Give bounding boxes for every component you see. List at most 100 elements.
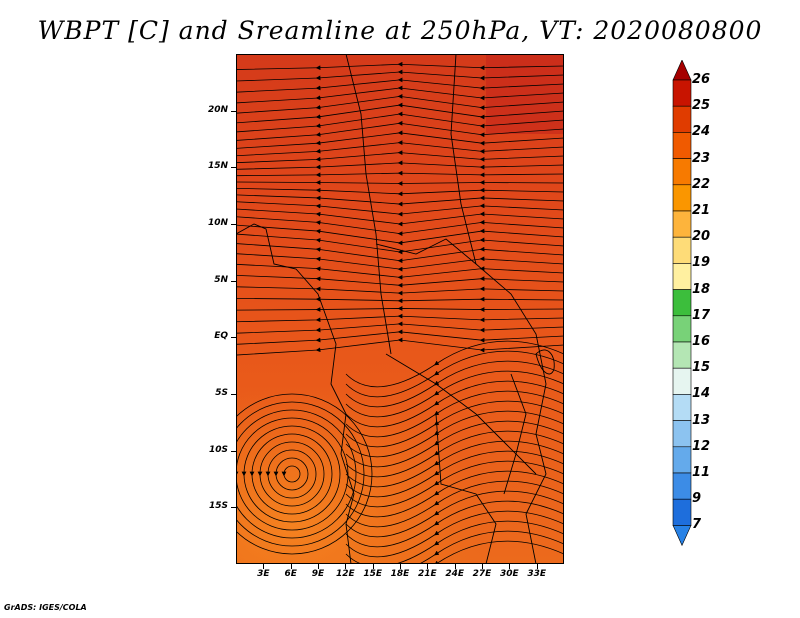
streamline — [345, 500, 564, 548]
streamline — [236, 313, 564, 323]
lat-tick-mark — [231, 337, 236, 339]
streamline — [345, 520, 564, 564]
plot-title: WBPT [C] and Sreamline at 250hPa, VT: 20… — [37, 16, 763, 45]
lon-tick-mark — [345, 564, 347, 569]
colorbar-segment — [672, 446, 692, 474]
lon-tick-label: 18E — [390, 569, 410, 579]
streamline — [236, 170, 564, 178]
colorbar-label: 21 — [692, 203, 711, 218]
streamline — [345, 390, 564, 438]
streamline — [236, 274, 564, 288]
border-line-5 — [435, 413, 497, 564]
lat-tick-mark — [231, 280, 236, 282]
lon-tick-label: 6E — [284, 569, 297, 579]
colorbar-label: 20 — [692, 229, 711, 245]
streamline — [241, 425, 341, 523]
streamline — [345, 350, 564, 398]
lat-tick-label: 10N — [207, 218, 228, 228]
lat-tick-label: 15N — [207, 161, 228, 172]
lon-tick-label: 21E — [417, 569, 437, 579]
lon-tick-mark — [536, 564, 538, 569]
lon-tick-mark — [509, 564, 511, 569]
border-line-3 — [375, 238, 477, 265]
streamline — [236, 120, 564, 141]
lat-tick-label: 15S — [208, 501, 228, 512]
streamline — [236, 130, 564, 149]
colorbar-label: 22 — [692, 176, 711, 192]
lat-tick-label: 20N — [207, 104, 228, 115]
streamline — [236, 85, 564, 104]
streamline — [236, 61, 564, 71]
colorbar-label: 12 — [692, 438, 711, 454]
colorbar-label: 15 — [692, 360, 711, 376]
streamline — [346, 530, 564, 564]
streamline — [236, 140, 564, 157]
streamline — [236, 69, 564, 82]
colorbar-label: 7 — [692, 517, 702, 533]
colorbar-segment — [672, 79, 692, 107]
lat-tick-mark — [231, 224, 236, 225]
streamline — [281, 465, 301, 483]
streamline — [236, 150, 564, 164]
streamline — [236, 77, 564, 93]
colorbar — [672, 60, 692, 547]
lon-tick-mark — [482, 564, 483, 569]
colorbar-segment — [672, 394, 692, 421]
colorbar-segment — [672, 420, 692, 448]
streamlines — [236, 61, 564, 564]
grads-credit: GrADS: IGES/COLA — [4, 603, 87, 612]
streamline — [345, 370, 564, 418]
map-panel — [236, 54, 564, 564]
colorbar-label: 13 — [692, 412, 711, 428]
lon-tick-label: 15E — [363, 569, 382, 579]
border-line-1 — [345, 54, 392, 355]
streamline — [345, 400, 564, 448]
colorbar-label: 18 — [692, 281, 711, 297]
wbpt-field-south — [236, 334, 564, 564]
lat-tick-mark — [231, 394, 236, 395]
lon-tick-mark — [290, 564, 292, 569]
colorbar-segment — [672, 341, 692, 369]
lat-tick-label: 5S — [215, 388, 228, 398]
streamline — [236, 306, 564, 312]
coastlines — [236, 54, 555, 564]
colorbar-segment — [672, 158, 692, 186]
lat-tick-label: 5N — [214, 274, 228, 285]
colorbar-segment — [672, 472, 692, 500]
streamline — [273, 457, 309, 491]
streamline — [236, 296, 564, 304]
colorbar-segment — [672, 498, 692, 526]
streamline — [236, 393, 373, 555]
lon-tick-label: 12E — [335, 569, 355, 579]
lat-tick-label: 10S — [208, 444, 228, 455]
lat-tick-mark — [231, 507, 236, 509]
streamline — [236, 187, 564, 197]
colorbar-label: 16 — [692, 334, 711, 349]
streamline — [236, 409, 357, 539]
streamline — [236, 329, 564, 345]
colorbar-segment — [672, 210, 692, 238]
lon-tick-mark — [427, 564, 429, 569]
lon-tick-label: 9E — [311, 569, 325, 579]
streamline — [345, 510, 564, 558]
streamline — [236, 321, 564, 334]
colorbar-label: 19 — [692, 255, 711, 271]
lon-tick-mark — [454, 564, 456, 569]
border-line-2 — [450, 54, 547, 564]
lon-tick-mark — [263, 564, 265, 569]
map-frame — [236, 54, 564, 564]
africa-west-coast — [236, 223, 355, 564]
lon-tick-mark — [372, 564, 374, 569]
lat-tick-mark — [231, 450, 236, 452]
colorbar-label: 17 — [692, 307, 711, 323]
colorbar-label: 9 — [692, 491, 702, 507]
lon-tick-label: 30E — [499, 569, 519, 579]
colorbar-label: 25 — [692, 98, 711, 114]
colorbar-segment — [672, 367, 692, 395]
colorbar-bottom-arrow — [672, 525, 692, 547]
colorbar-label: 26 — [692, 72, 711, 87]
streamline — [236, 102, 564, 124]
lon-tick-label: 24E — [445, 569, 464, 579]
lat-tick-mark — [231, 167, 236, 169]
colorbar-segment — [672, 184, 692, 212]
